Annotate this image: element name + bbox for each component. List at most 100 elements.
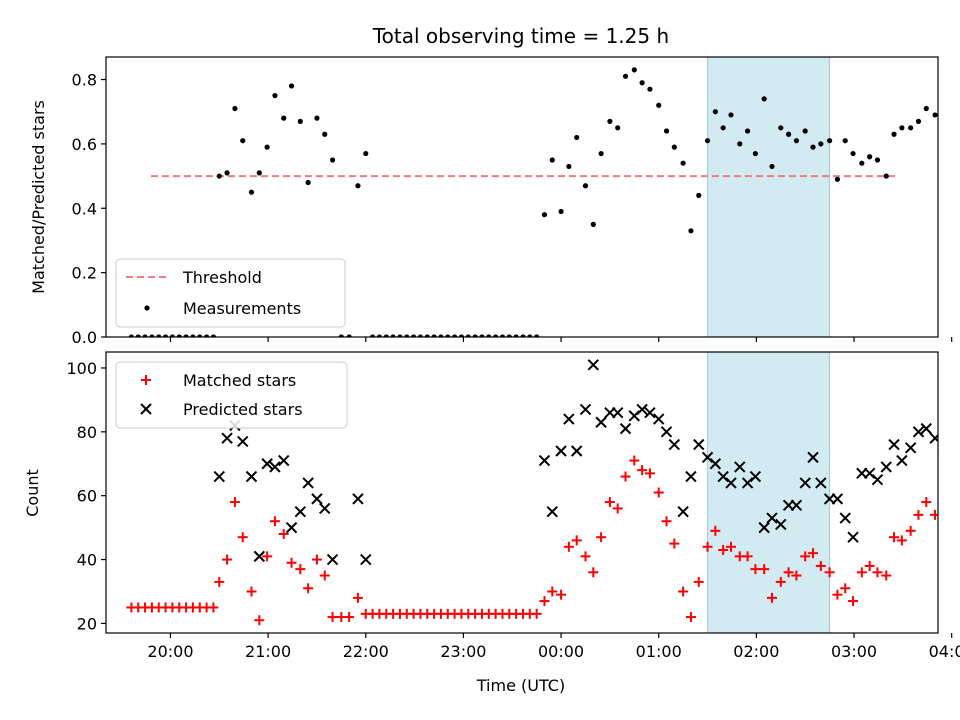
matched-stars-point [742,551,753,562]
matched-stars-point [547,586,558,597]
predicted-stars-point [880,461,892,473]
predicted-stars-point [628,410,641,422]
measurement-point [908,125,914,131]
legend-matched-label: Matched stars [183,371,296,390]
measurement-point [314,115,320,121]
predicted-stars-point [653,413,665,425]
matched-stars-point [571,535,582,546]
matched-stars-point [905,525,916,536]
y-tick-label: 20 [77,614,97,633]
measurement-point [802,128,808,134]
predicted-stars-point [213,470,225,483]
observing-window-span [707,351,831,634]
predicted-stars-point [734,461,746,473]
predicted-stars-point-b [221,432,233,444]
measurement-point [203,334,210,337]
matched-stars-point [303,583,314,594]
predicted-stars-point [587,359,599,371]
matched-stars-point [678,586,689,597]
matched-stars-point [685,612,696,623]
measurement-point [224,170,230,176]
measurement-point [883,173,889,179]
measurement-point [149,334,155,337]
measurement-point [176,334,182,337]
predicted-stars-point-b [253,550,266,563]
measurement-point [647,86,653,92]
predicted-stars-point-b [725,477,737,489]
predicted-stars-point [766,512,778,524]
measurement-point [622,73,629,79]
plot-data [128,67,938,337]
matched-stars-point [800,551,811,562]
measurement-point [752,150,758,157]
predicted-stars-point-b [636,403,648,416]
predicted-stars-point [546,505,558,518]
measurement-point [867,154,873,160]
measurement-point [363,150,369,157]
measurement-point [769,163,775,170]
predicted-stars-point [563,413,575,425]
measurement-point [793,138,800,144]
predicted-stars-point [758,521,770,534]
bottom-panel: 20 40 60 80 100 20:00 21:00 22:00 23:00 00:00 01:0… [66,351,960,661]
predicted-stars-point-b [269,461,281,473]
x-tick-label: 01:00 [636,642,682,661]
predicted-stars-point-b [831,493,844,505]
matched-stars-point [718,544,729,555]
measurement-point [162,334,169,337]
predicted-stars-point-b [734,461,746,473]
measurement-point [899,125,905,131]
predicted-stars-point-b [261,458,273,470]
predicted-stars-point-b [302,477,314,489]
predicted-stars-point [709,458,722,470]
measurement-point [810,144,816,150]
predicted-stars-point-b [628,410,641,422]
predicted-stars-point [904,442,917,454]
matched-stars-point [311,554,322,565]
measurement-point [438,334,444,337]
predicted-stars-point-b [701,451,714,464]
measurement-point [135,334,141,337]
measurement-point [248,189,255,195]
matched-stars-point [539,596,550,607]
matched-stars-point [848,596,859,607]
predicted-stars-point [644,406,656,419]
predicted-stars-point [799,477,811,489]
measurement-point [744,128,751,134]
predicted-stars-point [717,470,729,483]
legend-box [115,258,346,328]
measurement-point [472,334,478,337]
predicted-stars-point [269,461,281,473]
predicted-stars-point-b [815,477,827,489]
measurement-point [590,221,596,227]
predicted-stars-point [693,438,705,451]
predicted-stars-point [595,416,607,428]
predicted-stars-point-b [863,467,876,480]
matched-stars-point [612,503,623,514]
matched-stars-point [791,570,802,581]
matched-stars-point [653,487,664,498]
measurement-point [169,334,176,337]
predicted-stars-point-b [660,426,673,438]
predicted-stars-point [863,467,876,480]
y-tick-label: 40 [77,551,97,570]
predicted-stars-point-b [326,553,339,566]
measurement-point [696,192,702,198]
measurement-point [190,334,196,337]
predicted-stars-point-b [888,438,900,451]
measurement-point [397,334,403,337]
predicted-stars-point-b [245,470,258,483]
legend-measurements-swatch [144,305,150,311]
measurement-point [827,138,833,144]
predicted-stars-point [538,454,551,467]
matched-stars-point [710,525,721,536]
matched-stars-point [214,576,225,587]
predicted-stars-point-b [237,435,249,448]
measurement-point [850,150,856,157]
predicted-stars-point [871,474,884,486]
matched-stars-point [864,560,875,571]
predicted-stars-point-b [570,445,583,457]
measurement-point [431,334,437,337]
measurement-point [369,334,376,337]
predicted-stars-point [668,438,681,451]
